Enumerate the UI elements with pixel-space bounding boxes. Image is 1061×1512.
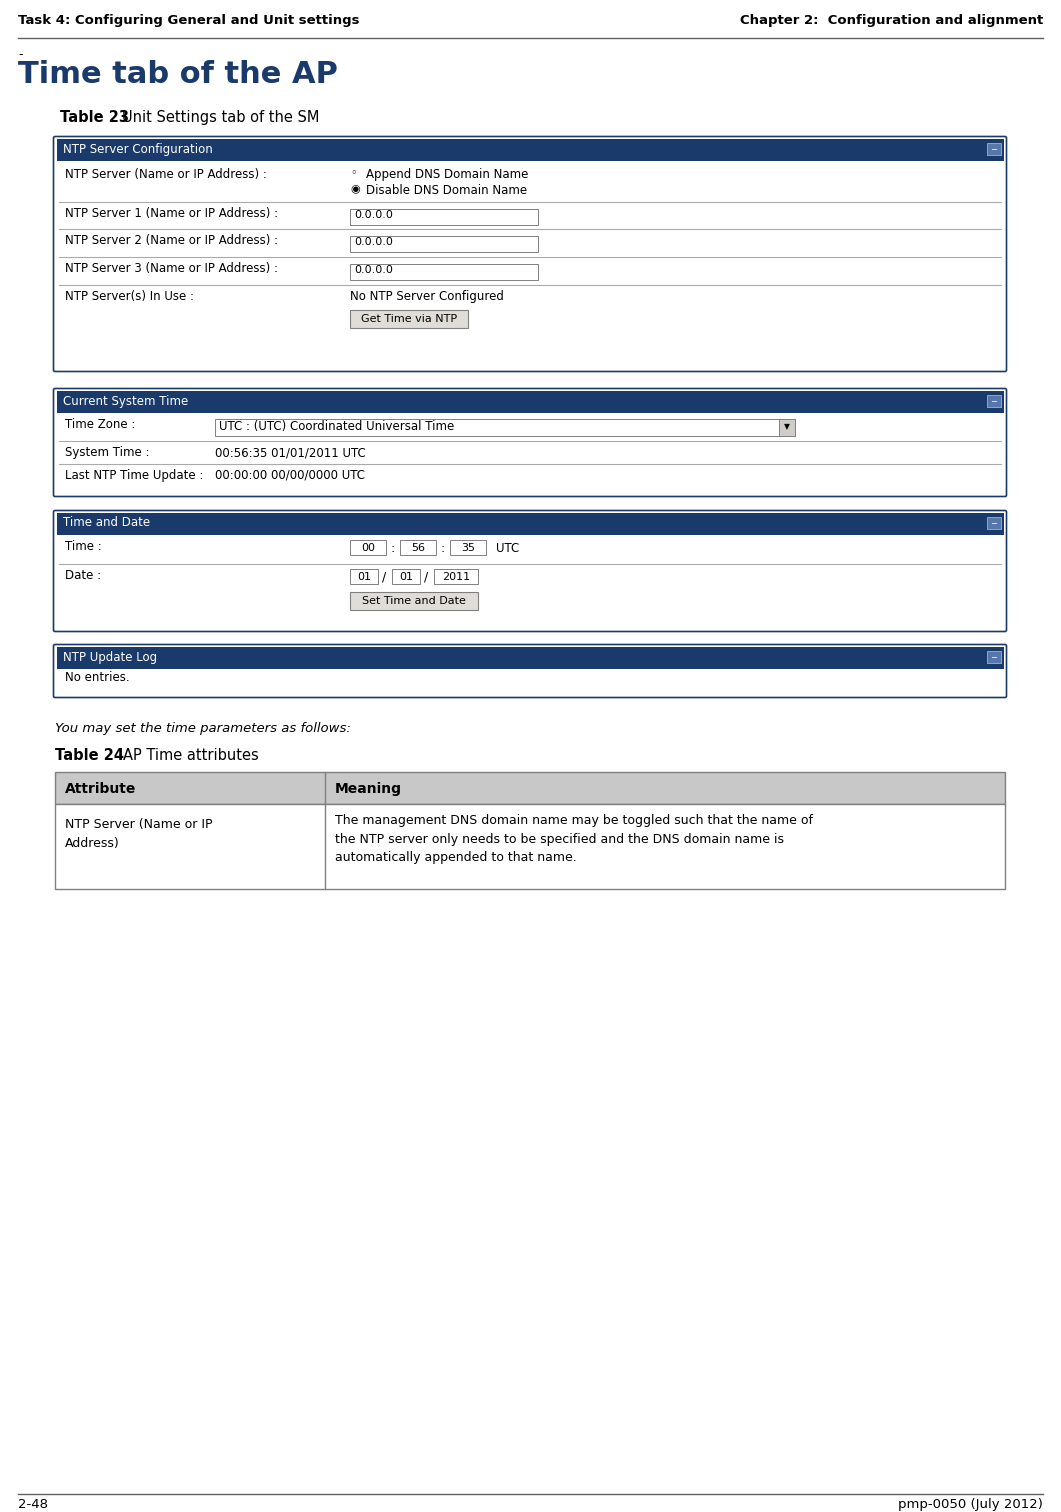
Text: ─: ─ bbox=[991, 653, 996, 662]
Bar bbox=[215, 419, 795, 435]
Text: Meaning: Meaning bbox=[335, 782, 402, 795]
Text: Time and Date: Time and Date bbox=[63, 517, 150, 529]
Text: Table 23: Table 23 bbox=[60, 110, 129, 125]
Bar bbox=[987, 517, 1001, 529]
Text: ─: ─ bbox=[991, 396, 996, 405]
Text: 00: 00 bbox=[361, 543, 375, 553]
Text: Unit Settings tab of the SM: Unit Settings tab of the SM bbox=[122, 110, 319, 125]
Text: NTP Update Log: NTP Update Log bbox=[63, 650, 157, 664]
Bar bbox=[350, 265, 538, 280]
Text: 2-48: 2-48 bbox=[18, 1498, 48, 1510]
Text: NTP Server 3 (Name or IP Address) :: NTP Server 3 (Name or IP Address) : bbox=[65, 262, 278, 275]
Text: NTP Server Configuration: NTP Server Configuration bbox=[63, 142, 213, 156]
Bar bbox=[56, 513, 1004, 535]
Text: Date :: Date : bbox=[65, 569, 101, 582]
Text: Attribute: Attribute bbox=[65, 782, 137, 795]
Bar bbox=[56, 139, 1004, 160]
Bar bbox=[987, 652, 1001, 662]
Text: No entries.: No entries. bbox=[65, 671, 129, 683]
Bar bbox=[56, 647, 1004, 668]
Text: 2011: 2011 bbox=[442, 572, 470, 582]
Text: NTP Server 1 (Name or IP Address) :: NTP Server 1 (Name or IP Address) : bbox=[65, 207, 278, 221]
Text: /: / bbox=[382, 570, 386, 584]
Text: Chapter 2:  Configuration and alignment: Chapter 2: Configuration and alignment bbox=[740, 14, 1043, 27]
Text: 35: 35 bbox=[460, 543, 475, 553]
Text: 00:00:00 00/00/0000 UTC: 00:00:00 00/00/0000 UTC bbox=[215, 469, 365, 482]
Bar bbox=[55, 773, 1005, 804]
Text: 01: 01 bbox=[356, 572, 371, 582]
Bar bbox=[350, 310, 468, 328]
FancyBboxPatch shape bbox=[53, 511, 1007, 632]
Text: ─: ─ bbox=[991, 519, 996, 528]
Text: ◦: ◦ bbox=[350, 168, 356, 178]
Text: 01: 01 bbox=[399, 572, 413, 582]
Text: :: : bbox=[440, 541, 445, 555]
Bar bbox=[56, 390, 1004, 413]
Text: UTC : (UTC) Coordinated Universal Time: UTC : (UTC) Coordinated Universal Time bbox=[219, 420, 454, 432]
Bar bbox=[350, 209, 538, 225]
Text: Last NTP Time Update :: Last NTP Time Update : bbox=[65, 469, 204, 482]
Bar bbox=[987, 395, 1001, 407]
Text: ─: ─ bbox=[991, 145, 996, 154]
Text: 56: 56 bbox=[411, 543, 425, 553]
FancyBboxPatch shape bbox=[53, 389, 1007, 496]
Text: Task 4: Configuring General and Unit settings: Task 4: Configuring General and Unit set… bbox=[18, 14, 360, 27]
Bar bbox=[779, 419, 795, 435]
Text: ▼: ▼ bbox=[784, 422, 790, 431]
Text: AP Time attributes: AP Time attributes bbox=[123, 748, 259, 764]
FancyBboxPatch shape bbox=[53, 644, 1007, 697]
Bar bbox=[350, 236, 538, 253]
Bar bbox=[350, 593, 479, 609]
Text: System Time :: System Time : bbox=[65, 446, 150, 460]
Text: NTP Server(s) In Use :: NTP Server(s) In Use : bbox=[65, 290, 194, 302]
Bar bbox=[392, 569, 420, 584]
Bar bbox=[350, 540, 386, 555]
Text: 00:56:35 01/01/2011 UTC: 00:56:35 01/01/2011 UTC bbox=[215, 446, 366, 460]
Text: ◉: ◉ bbox=[350, 184, 360, 194]
Text: Set Time and Date: Set Time and Date bbox=[362, 597, 466, 606]
Text: Get Time via NTP: Get Time via NTP bbox=[361, 314, 457, 325]
Text: NTP Server 2 (Name or IP Address) :: NTP Server 2 (Name or IP Address) : bbox=[65, 234, 278, 246]
Text: UTC: UTC bbox=[495, 541, 519, 555]
Text: Append DNS Domain Name: Append DNS Domain Name bbox=[366, 168, 528, 181]
Text: Time Zone :: Time Zone : bbox=[65, 417, 136, 431]
Text: NTP Server (Name or IP Address) :: NTP Server (Name or IP Address) : bbox=[65, 168, 267, 181]
Text: -: - bbox=[18, 48, 22, 60]
Bar bbox=[350, 219, 538, 222]
Text: /: / bbox=[424, 570, 429, 584]
Text: Time tab of the AP: Time tab of the AP bbox=[18, 60, 337, 89]
Bar bbox=[55, 804, 1005, 889]
Text: Table 24: Table 24 bbox=[55, 748, 124, 764]
Text: No NTP Server Configured: No NTP Server Configured bbox=[350, 290, 504, 302]
Text: 0.0.0.0: 0.0.0.0 bbox=[354, 265, 393, 275]
Text: You may set the time parameters as follows:: You may set the time parameters as follo… bbox=[55, 723, 351, 735]
Bar bbox=[350, 246, 538, 249]
Bar bbox=[450, 540, 486, 555]
Bar bbox=[350, 274, 538, 277]
Bar bbox=[987, 144, 1001, 156]
Text: pmp-0050 (July 2012): pmp-0050 (July 2012) bbox=[898, 1498, 1043, 1510]
Text: Disable DNS Domain Name: Disable DNS Domain Name bbox=[366, 184, 527, 197]
Text: NTP Server (Name or IP
Address): NTP Server (Name or IP Address) bbox=[65, 818, 212, 850]
Text: 0.0.0.0: 0.0.0.0 bbox=[354, 210, 393, 221]
Text: Current System Time: Current System Time bbox=[63, 395, 188, 408]
FancyBboxPatch shape bbox=[53, 136, 1007, 372]
Text: The management DNS domain name may be toggled such that the name of
the NTP serv: The management DNS domain name may be to… bbox=[335, 813, 813, 863]
Text: 0.0.0.0: 0.0.0.0 bbox=[354, 237, 393, 246]
Text: Time :: Time : bbox=[65, 540, 102, 553]
Text: :: : bbox=[390, 541, 395, 555]
Bar bbox=[400, 540, 436, 555]
Bar bbox=[434, 569, 479, 584]
Bar bbox=[350, 569, 378, 584]
